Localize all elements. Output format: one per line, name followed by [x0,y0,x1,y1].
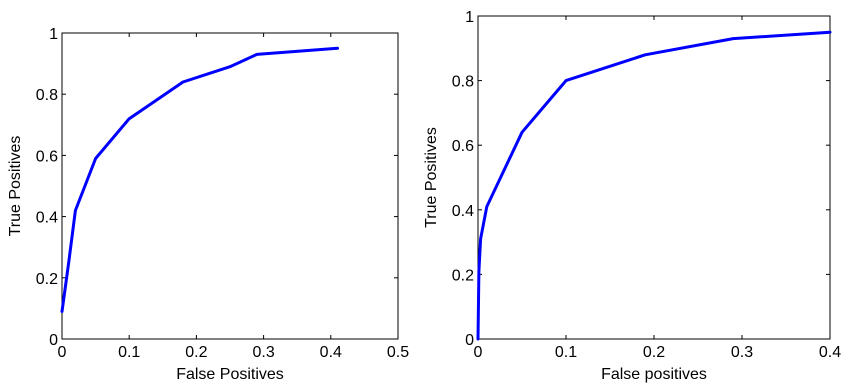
y-tick-label: 0.4 [452,203,474,220]
x-tick-label: 0.5 [387,344,409,361]
x-tick-label: 0 [58,344,67,361]
x-tick-label: 0.2 [185,344,207,361]
x-tick-label: 0.4 [819,344,841,361]
x-tick-label: 0.4 [320,344,342,361]
roc-curve-point [255,53,259,56]
roc-curve-point [181,80,185,84]
roc-curve-point [228,65,232,68]
x-tick-label: 0 [474,344,483,361]
roc-curve-point [828,30,832,34]
y-tick-label: 0.4 [36,210,58,227]
y-tick-label: 0 [49,332,58,349]
roc-curve-point [94,157,97,160]
y-tick-label: 0.2 [452,267,474,284]
y-tick-label: 0.6 [452,138,474,155]
roc-chart-2: 0 0.1 0.2 0.3 0.4 0 0.2 0.4 0.6 0.8 1 False positiv… [423,9,841,383]
x-tick-label: 0.1 [118,344,140,361]
y-tick-label: 0.8 [36,87,58,104]
y-tick-label: 0 [465,332,474,349]
roc-curve-point [485,205,488,208]
x-tick-label: 0.3 [731,344,753,361]
roc-curve-line [60,46,339,313]
roc-curve-point [476,337,480,341]
roc-curve-line [476,30,832,341]
roc-curve-point [732,37,735,40]
x-axis-label: False Positives [176,366,284,383]
y-tick-label: 1 [465,9,474,26]
y-tick-label: 0.2 [36,271,58,288]
roc-curve-point [477,269,481,273]
roc-curve-point [520,131,524,134]
roc-curve-point [644,53,647,56]
x-tick-label: 0.1 [555,344,577,361]
y-axis-label: True Positives [7,136,24,237]
roc-curve-point [67,261,70,264]
roc-chart-1: 0 0.1 0.2 0.3 0.4 0.5 0 0.2 0.4 0.6 0.8 1 False Posi… [7,26,409,383]
plot-frame [477,15,831,340]
roc-curve-point [74,209,77,212]
y-axis-label: True Positives [423,127,440,228]
y-tick-label: 0.8 [452,74,474,91]
y-tick-label: 1 [49,26,58,43]
x-tick-label: 0.2 [643,344,665,361]
roc-curve-point [564,79,568,82]
x-tick-label: 0.3 [252,344,274,361]
x-axis-label: False positives [601,366,707,383]
roc-curve-point [479,237,482,241]
y-tick-label: 0.6 [36,148,58,165]
plot-frame [61,32,399,340]
roc-curve-point [336,47,339,50]
roc-curve-point [60,310,64,313]
roc-curve-point [128,117,131,120]
